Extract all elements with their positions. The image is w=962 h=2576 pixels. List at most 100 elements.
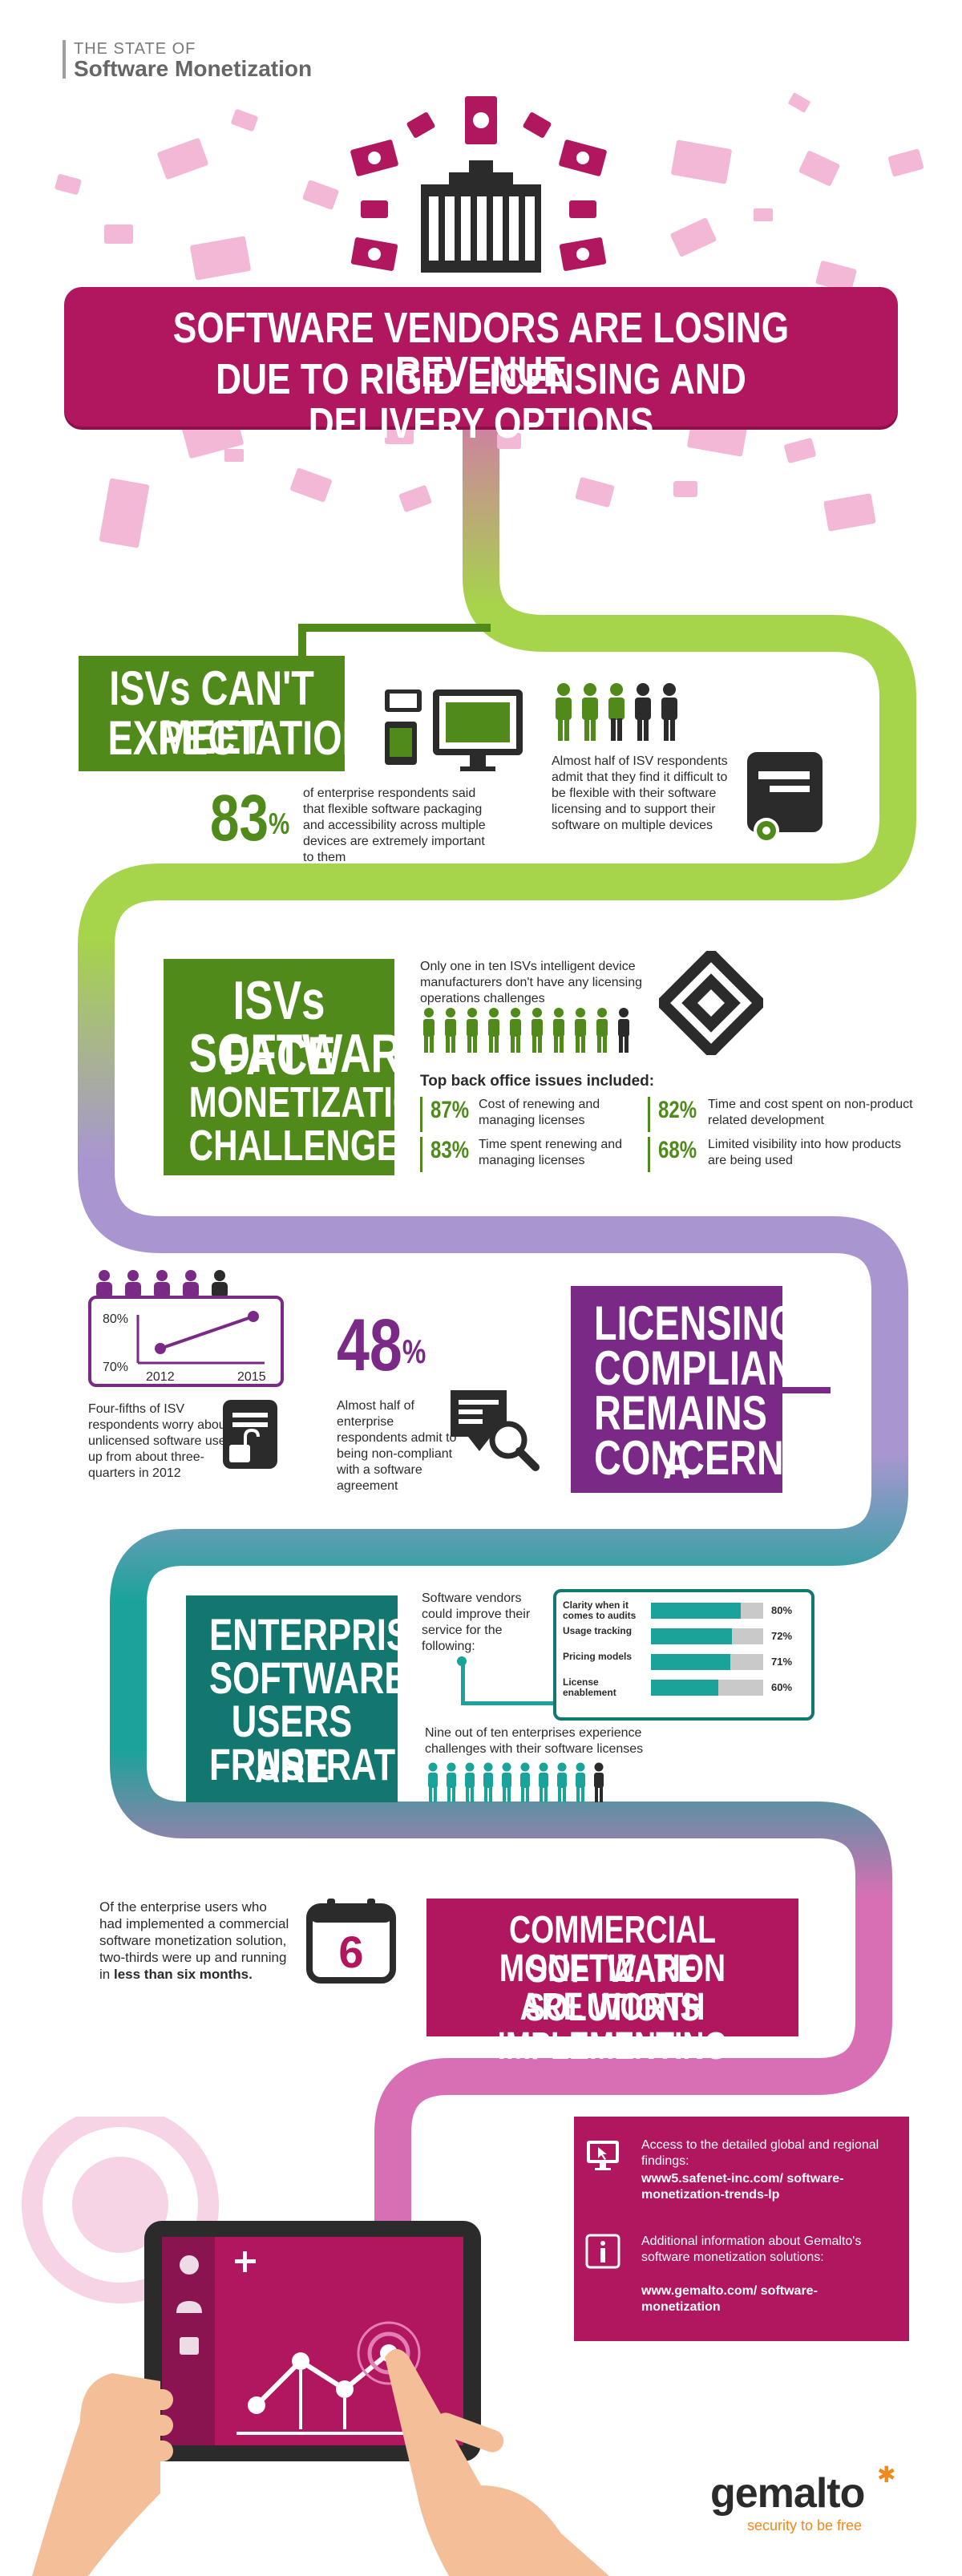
section1-half-text: Almost half of ISV respondents admit tha… (552, 754, 728, 832)
section2-title-line3: MONETIZATION (188, 1078, 444, 1126)
section4-title-box (186, 1595, 398, 1802)
section2-issue-1: 87% Cost of renewing and managing licens… (420, 1097, 655, 1132)
resources-access-text: Access to the detailed global and region… (641, 2138, 879, 2168)
issue-text: Limited visibility into how products are… (708, 1138, 901, 1167)
people-one-in-ten-icon (423, 1008, 629, 1053)
chart-y-bottom-label: 70% (103, 1361, 128, 1374)
section2-title-line1: ISVs FACE (222, 970, 336, 1087)
resources-box (574, 2117, 909, 2341)
header-kicker: THE STATE OF (74, 40, 196, 58)
improvement-bar-track (651, 1628, 763, 1644)
improvement-bar-row: Usage tracking 72% (563, 1626, 803, 1648)
brand-logo: gemalto (710, 2470, 865, 2517)
section5-text-part1: Of the enterprise users who had implemen… (99, 1899, 289, 1982)
section5-title-line1: COMMERCIAL SOFTWARE (509, 1909, 716, 1991)
section3-stat-value: 48% (337, 1308, 426, 1382)
chip-device-icon (659, 951, 763, 1055)
section4-title-line4: FRUSTRATED (209, 1739, 444, 1789)
section1-connector-vert (298, 624, 306, 656)
issue-text: Time and cost spent on non-product relat… (708, 1098, 913, 1127)
unlicensed-worry-mini-chart: 80% 70% 2012 2015 (88, 1270, 284, 1387)
section2-issue-4: 68% Limited visibility into how products… (648, 1137, 931, 1172)
section3-title-line4: CONCERN (594, 1431, 784, 1485)
section1-stat-unit: % (268, 807, 290, 841)
section3-stat-number: 48 (337, 1304, 402, 1386)
tablet-hands-illustration (22, 2117, 609, 2576)
improvement-bar-label: Usage tracking (563, 1625, 633, 1636)
improvement-bar-track (651, 1603, 763, 1619)
resources-info-text: Additional information about Gemalto's s… (641, 2234, 862, 2264)
section2-one-in-ten-text: Only one in ten ISVs intelligent device … (420, 960, 642, 1005)
improvement-bar-fill (651, 1654, 731, 1670)
section2-issue-2: 83% Time spent renewing and managing lic… (420, 1137, 655, 1172)
section2-issues-heading: Top back office issues included: (420, 1073, 655, 1090)
section4-pointer-line-h (461, 1701, 556, 1705)
improvement-bar-fill (651, 1628, 732, 1644)
section3-connector (782, 1387, 831, 1393)
section3-four-fifths-text: Four-fifths of ISV respondents worry abo… (88, 1402, 230, 1480)
section3-title-line3: REMAINS A (594, 1386, 767, 1490)
header-accent-bar (63, 40, 66, 79)
section2-issue-3: 82% Time and cost spent on non-product r… (648, 1097, 931, 1132)
improvement-bar-label: License enablement (563, 1676, 616, 1698)
brand-star-icon: ✱ (877, 2462, 896, 2487)
improvement-bar-row: Pricing models 71% (563, 1652, 803, 1674)
section1-connector (298, 624, 491, 632)
section3-title-line2: COMPLIANCE (594, 1341, 847, 1395)
issue-value: 83% (430, 1137, 470, 1163)
chart-x-left-label: 2012 (146, 1370, 175, 1384)
improvement-bar-fill (651, 1603, 741, 1619)
people-nine-in-ten-icon (428, 1762, 604, 1802)
chart-x-right-label: 2015 (237, 1370, 266, 1384)
improvement-bar-row: Clarity when it comes to audits 80% (563, 1600, 803, 1623)
chart-y-top-label: 80% (103, 1312, 128, 1326)
section4-title-line3: USERS ARE (231, 1696, 353, 1793)
section3-title-box (571, 1286, 782, 1493)
section1-stat-value: 83% (210, 786, 289, 851)
improvement-bar-value: 80% (771, 1604, 793, 1616)
section4-title-line1: ENTERPRISE (209, 1609, 434, 1660)
calendar-icon (306, 1899, 396, 1984)
brand-tagline: security to be free (747, 2517, 863, 2534)
section5-title-line2: MONETIZATION SOLUTIONS (499, 1947, 726, 2029)
section4-pointer-line (461, 1661, 465, 1705)
improvement-bar-value: 60% (771, 1681, 793, 1693)
people-half-green-icon (556, 683, 677, 741)
info-icon (585, 2234, 620, 2269)
section1-title-line1: ISVs CAN'T MEET (109, 661, 314, 765)
section1-title-box (79, 656, 345, 771)
resources-access-link[interactable]: www5.safenet-inc.com/ software-monetizat… (641, 2172, 844, 2202)
improvement-bar-value: 72% (771, 1630, 793, 1642)
section4-title-line2: SOFTWARE (209, 1652, 408, 1703)
issue-text: Cost of renewing and managing licenses (479, 1098, 600, 1127)
calendar-number: 6 (338, 1927, 364, 1977)
section2-title-line4: CHALLENGES (188, 1122, 422, 1170)
section3-stat-text: Almost half of enterprise respondents ad… (337, 1399, 457, 1493)
section3-title-line1: LICENSING (594, 1296, 798, 1350)
unlocked-document-icon (223, 1400, 277, 1469)
section5-title-box (426, 1899, 798, 2036)
hero-banner (64, 287, 898, 427)
section5-text-bold: less than six months. (113, 1967, 253, 1982)
hero-headline-line2: DUE TO RIGID LICENSING AND DELIVERY OPTI… (216, 355, 746, 448)
issue-value: 68% (658, 1137, 697, 1163)
improvement-bar-row: License enablement 60% (563, 1677, 803, 1700)
computer-monitor-icon (587, 2141, 619, 2170)
section1-stat-number: 83 (210, 782, 269, 855)
improvement-bars: Clarity when it comes to audits 80% Usage … (563, 1600, 803, 1705)
section2-title-line2: SOFTWARE (188, 1023, 430, 1084)
issue-value: 82% (658, 1097, 697, 1123)
improvement-bar-value: 71% (771, 1656, 793, 1668)
multi-device-icon (385, 689, 523, 771)
improvement-bar-fill (651, 1680, 718, 1696)
improvement-bar-track (651, 1680, 763, 1696)
document-magnifier-icon (451, 1390, 540, 1471)
section4-improve-text: Software vendors could improve their ser… (422, 1591, 531, 1653)
header-title: Software Monetization (74, 56, 313, 81)
hero-headline-line1: SOFTWARE VENDORS ARE LOSING REVENUE (172, 304, 790, 397)
certificate-icon (747, 752, 823, 843)
section5-text: Of the enterprise users who had implemen… (99, 1899, 292, 1983)
resources-info-link[interactable]: www.gemalto.com/ software-monetization (641, 2284, 818, 2314)
section4-nine-of-ten-text: Nine out of ten enterprises experience c… (425, 1726, 644, 1756)
